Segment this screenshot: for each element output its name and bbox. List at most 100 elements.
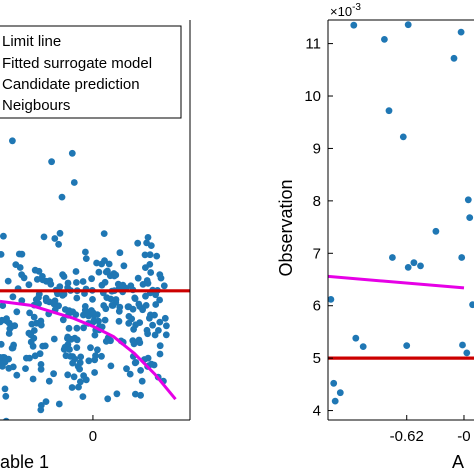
left-neighbour-point: [76, 365, 83, 373]
left-neighbour-point: [64, 371, 72, 379]
left-neighbour-point: [126, 370, 134, 378]
right-y-tick-label: 8: [313, 193, 321, 210]
left-neighbour-point: [82, 248, 89, 256]
left-neighbour-point: [156, 296, 164, 304]
left-neighbour-point: [30, 313, 38, 321]
left-neighbour-point: [143, 326, 151, 334]
left-neighbour-point: [156, 318, 164, 326]
left-neighbour-point: [36, 350, 44, 358]
left-neighbour-point: [102, 337, 110, 345]
left-neighbour-point: [142, 302, 150, 309]
left-x-axis-label: able 1: [0, 452, 49, 472]
left-neighbour-point: [62, 352, 70, 360]
left-neighbour-point: [22, 365, 29, 372]
left-neighbour-point: [45, 377, 53, 385]
left-neighbour-point: [73, 344, 81, 351]
left-neighbour-point: [123, 365, 130, 373]
right-surrogate-curve: [328, 274, 465, 290]
left-neighbour-point: [156, 350, 164, 358]
left-neighbour-point: [120, 262, 128, 270]
right-y-tick-label: 6: [313, 298, 321, 315]
left-neighbour-point: [95, 268, 103, 276]
left-neighbour-point: [5, 355, 12, 363]
right-y-multiplier-base: ×10: [330, 4, 352, 19]
right-observation-point: [457, 28, 465, 36]
left-neighbour-point: [157, 274, 165, 282]
left-neighbour-point: [105, 260, 113, 268]
left-neighbour-point: [51, 235, 59, 242]
left-neighbour-point: [134, 239, 142, 247]
left-neighbour-point: [70, 179, 78, 186]
right-y-tick-label: 7: [313, 245, 321, 262]
left-neighbour-point: [42, 398, 50, 405]
left-neighbour-point: [50, 335, 58, 343]
right-y-tick-label: 11: [305, 36, 321, 53]
left-neighbour-point: [37, 402, 45, 409]
left-neighbour-point: [98, 352, 105, 360]
right-plot-area: [328, 21, 474, 405]
legend-entry-limit-line: Limit line: [2, 33, 61, 50]
left-neighbour-point: [77, 353, 85, 361]
left-neighbour-point: [61, 306, 69, 313]
left-neighbour-point: [50, 370, 57, 378]
left-neighbour-point: [3, 317, 11, 325]
left-neighbour-point: [79, 278, 87, 285]
left-neighbour-point: [77, 378, 84, 386]
left-neighbour-point: [37, 365, 45, 373]
right-y-ticks: 4 5 6 7 8 9 10 11: [304, 36, 333, 420]
left-neighbour-point: [132, 359, 140, 366]
left-neighbour-point: [30, 334, 38, 342]
left-neighbour-point: [137, 367, 145, 374]
left-neighbour-point: [144, 234, 152, 241]
left-neighbour-point: [116, 249, 124, 257]
left-neighbour-point: [5, 330, 13, 337]
left-neighbour-point: [0, 302, 7, 309]
left-neighbour-point: [104, 267, 111, 275]
left-neighbour-point: [73, 279, 80, 286]
right-y-tick-label: 10: [304, 88, 321, 105]
left-neighbour-point: [151, 311, 158, 319]
left-neighbour-point: [75, 383, 82, 391]
left-neighbour-point: [39, 342, 47, 350]
left-neighbour-point: [87, 344, 94, 352]
right-observation-point: [450, 54, 458, 62]
right-observation-point: [458, 254, 466, 261]
left-neighbour-point: [88, 275, 95, 283]
right-observation-point: [399, 133, 407, 141]
left-neighbour-point: [146, 314, 153, 322]
left-neighbour-point: [0, 340, 5, 348]
left-neighbour-point: [29, 375, 37, 383]
left-neighbour-point: [131, 294, 139, 302]
left-neighbour-point: [12, 261, 20, 268]
left-neighbour-point: [156, 342, 164, 350]
left-neighbour-point: [160, 282, 168, 290]
left-neighbour-point: [152, 301, 160, 308]
left-neighbour-point: [125, 313, 133, 320]
left-neighbour-point: [0, 362, 6, 370]
left-neighbour-point: [107, 362, 115, 370]
left-neighbour-point: [141, 251, 149, 259]
left-neighbour-point: [138, 377, 146, 385]
left-neighbour-point: [2, 417, 10, 420]
left-neighbour-point: [89, 296, 96, 303]
left-neighbour-point: [137, 391, 145, 399]
left-neighbour-point: [80, 372, 87, 380]
legend-entry-candidate-prediction: Candidate prediction: [2, 76, 140, 93]
left-neighbour-point: [73, 294, 81, 302]
left-neighbour-point: [13, 308, 21, 316]
left-neighbour-point: [0, 232, 7, 240]
left-neighbour-point: [68, 384, 76, 391]
left-neighbour-point: [135, 300, 143, 308]
right-observation-point: [336, 389, 344, 397]
left-neighbour-point: [132, 390, 139, 398]
left-neighbour-point: [2, 392, 10, 400]
left-neighbour-point: [124, 303, 132, 311]
left-neighbour-point: [72, 268, 80, 275]
left-neighbour-point: [33, 276, 41, 283]
left-neighbour-point: [25, 281, 33, 289]
right-observation-point: [417, 262, 424, 270]
left-neighbour-point: [89, 309, 97, 316]
left-neighbour-point: [91, 356, 99, 364]
left-neighbour-point: [9, 293, 17, 301]
right-y-tick-label: 4: [313, 403, 321, 420]
